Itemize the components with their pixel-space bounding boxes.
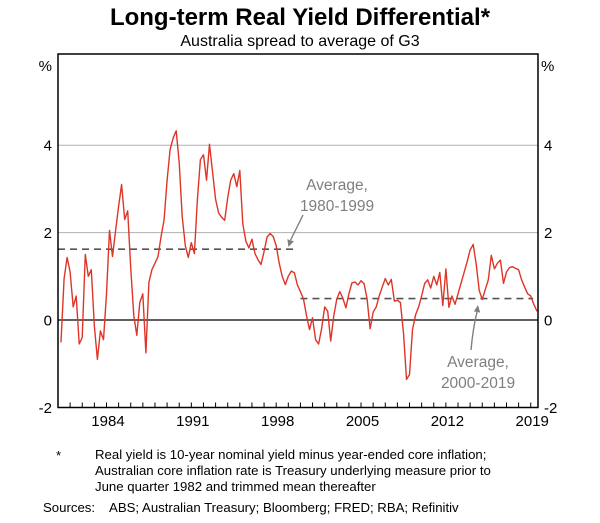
chart-plot: -2 -2 0 0 2 2 4 4% % 1984 1991 1998 2005 2012 2019 Aver… (39, 53, 557, 430)
annotation-arrow-2-head (473, 305, 481, 313)
y-axis-label-left-4: 4 (44, 138, 52, 155)
annotation-arrow-2 (470, 311, 478, 351)
y-axis-unit-right: % (541, 58, 554, 75)
annotation-average-1980-1999-line2: 1980-1999 (300, 198, 374, 215)
footnote-line-3: June quarter 1982 and trimmed mean there… (95, 479, 376, 495)
y-axis-label-left--2: -2 (39, 400, 52, 417)
annotation-average-2000-2019-line1: Average, (447, 354, 509, 371)
y-axis-label-left-2: 2 (44, 225, 52, 242)
footnote-text: Real yield is 10-year nominal yield minu… (95, 447, 565, 496)
x-axis-label-2005: 2005 (346, 413, 379, 430)
annotation-arrow-1-head (287, 239, 294, 247)
annotation-arrow-1 (289, 214, 304, 241)
y-axis-label-right-2: 2 (544, 225, 552, 242)
y-axis-unit-left: % (39, 58, 52, 75)
annotation-average-1980-1999-line1: Average, (306, 177, 368, 194)
y-axis-label-right-4: 4 (544, 138, 552, 155)
annotation-average-2000-2019-line2: 2000-2019 (441, 375, 515, 392)
chart-subtitle: Australia spread to average of G3 (180, 33, 420, 50)
y-axis-label-left-0: 0 (44, 313, 52, 330)
sources-value: ABS; Australian Treasury; Bloomberg; FRE… (109, 500, 459, 515)
y-axis-label-right--2: -2 (544, 400, 557, 417)
x-axis-label-1984: 1984 (91, 413, 124, 430)
footnote-marker: * (56, 448, 62, 463)
x-axis-label-2012: 2012 (431, 413, 464, 430)
data-line (60, 130, 538, 381)
chart-title: Long-term Real Yield Differential* (109, 4, 491, 31)
sources-label: Sources: (43, 500, 96, 515)
x-axis-label-2019: 2019 (516, 413, 549, 430)
x-axis-label-1991: 1991 (176, 413, 209, 430)
plot-border (57, 53, 539, 409)
footnote-line-2: Australian core inflation rate is Treasu… (95, 463, 491, 479)
y-axis-label-right-0: 0 (544, 313, 552, 330)
sources-line: Sources: ABS; Australian Treasury; Bloomb… (43, 500, 459, 515)
x-axis-label-1998: 1998 (261, 413, 294, 430)
footnote-line-1: Real yield is 10-year nominal yield minu… (95, 447, 487, 462)
